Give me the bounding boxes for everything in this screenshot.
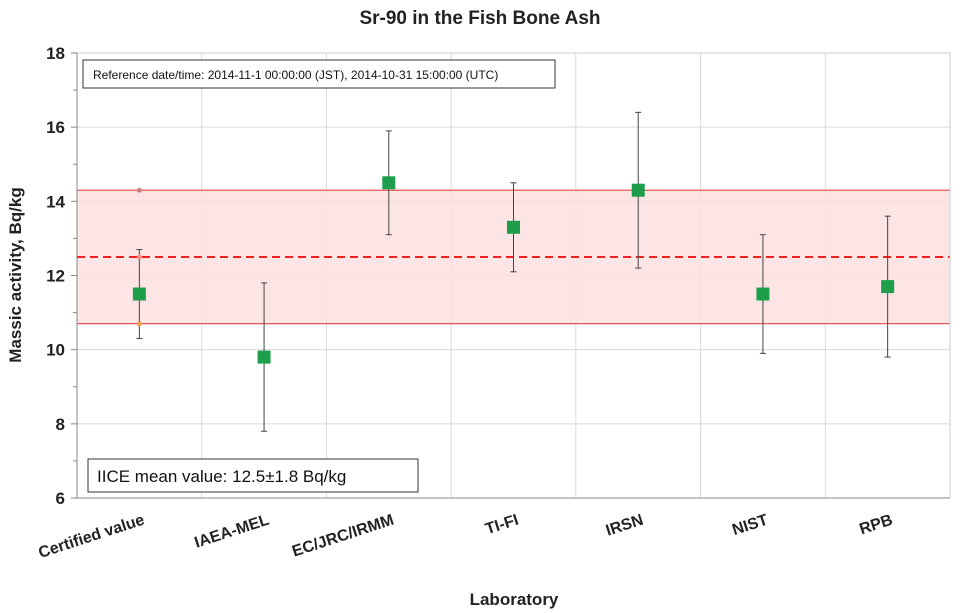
x-tick-label-2: EC/JRC/IRMM <box>290 512 396 561</box>
y-tick-label-0: 6 <box>56 489 65 508</box>
data-point-4 <box>631 183 645 197</box>
y-tick-label-5: 16 <box>46 118 65 137</box>
data-point-0 <box>132 287 146 301</box>
certified-marker-1 <box>136 254 142 260</box>
y-axis-label: Massic activity, Bq/kg <box>6 187 25 362</box>
data-point-5 <box>756 287 770 301</box>
data-point-3 <box>507 220 520 234</box>
x-tick-label-6: RPB <box>857 512 894 539</box>
x-axis: Certified value IAEA-MEL EC/JRC/IRMM TI-FI I… <box>36 497 950 562</box>
certified-markers <box>136 187 142 327</box>
y-tick-label-6: 18 <box>46 44 65 63</box>
mean-text: IICE mean value: 12.5±1.8 Bq/kg <box>97 467 346 486</box>
x-tick-label-4: IRSN <box>604 512 646 540</box>
x-tick-label-0: Certified value <box>36 512 146 562</box>
data-points <box>132 176 895 364</box>
mean-annotation: IICE mean value: 12.5±1.8 Bq/kg <box>87 458 419 493</box>
certified-marker-0 <box>136 187 142 193</box>
y-tick-label-4: 14 <box>46 192 65 211</box>
reference-annotation: Reference date/time: 2014-11-1 00:00:00 … <box>82 59 556 89</box>
mean-box <box>87 458 419 493</box>
y-tick-label-2: 10 <box>46 341 65 360</box>
certified-marker-2 <box>136 321 142 327</box>
y-tick-label-1: 8 <box>56 415 65 434</box>
y-tick-label-3: 12 <box>46 267 65 286</box>
data-point-2 <box>382 176 396 190</box>
x-tick-label-5: NIST <box>730 512 770 540</box>
data-point-6 <box>881 280 895 294</box>
data-point-1 <box>257 350 271 364</box>
reference-box <box>82 59 556 89</box>
x-tick-label-3: TI-FI <box>483 512 520 539</box>
x-axis-label: Laboratory <box>470 590 559 609</box>
chart-title: Sr-90 in the Fish Bone Ash <box>359 8 600 29</box>
x-tick-label-1: IAEA-MEL <box>193 512 272 552</box>
reference-text: Reference date/time: 2014-11-1 00:00:00 … <box>93 68 498 82</box>
y-axis: 6 8 10 12 14 16 18 <box>46 44 78 508</box>
